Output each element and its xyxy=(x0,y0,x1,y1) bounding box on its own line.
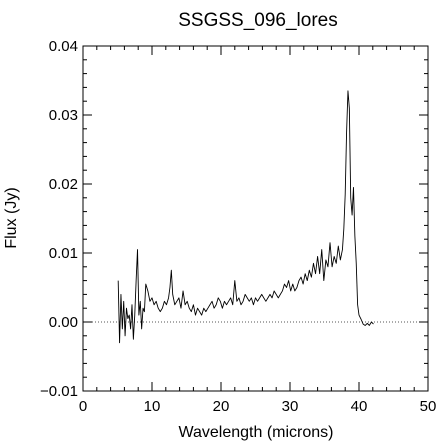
y-axis-label: Flux (Jy) xyxy=(3,187,20,248)
x-tick-label: 40 xyxy=(351,398,368,415)
y-tick-label: 0.01 xyxy=(49,245,78,262)
series-line-flux xyxy=(117,90,374,344)
plot-frame xyxy=(82,45,429,392)
x-axis-ticks xyxy=(82,46,429,391)
x-tick-label: 50 xyxy=(420,398,437,415)
y-tick-label: 0.04 xyxy=(49,38,78,55)
y-tick-label: 0.02 xyxy=(49,176,78,193)
chart-title: SSGSS_096_lores xyxy=(178,10,338,31)
x-tick-label: 20 xyxy=(213,398,230,415)
y-tick-label: −0.01 xyxy=(40,383,78,400)
x-axis-label: Wavelength (microns) xyxy=(178,424,333,441)
x-tick-label: 0 xyxy=(79,398,87,415)
y-tick-label: 0.03 xyxy=(49,107,78,124)
y-axis-tick-labels: −0.01 0.00 0.01 0.02 0.03 0.04 xyxy=(40,38,78,400)
y-axis-ticks xyxy=(83,45,428,392)
x-axis-tick-labels: 0 10 20 30 40 50 xyxy=(79,398,437,415)
x-tick-label: 10 xyxy=(144,398,161,415)
y-tick-label: 0.00 xyxy=(49,314,78,331)
x-tick-label: 30 xyxy=(282,398,299,415)
